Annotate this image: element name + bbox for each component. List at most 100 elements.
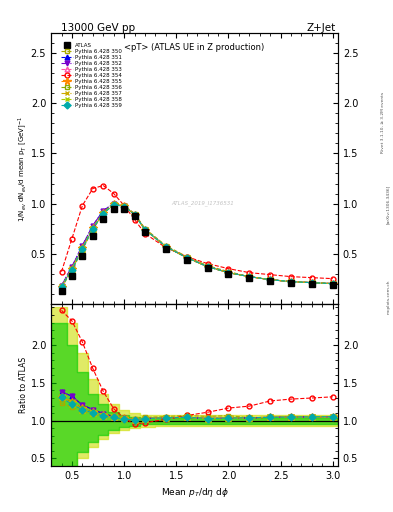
Pythia 6.428 351 [310,280,314,286]
Pythia 6.428 357 [59,284,64,290]
Pythia 6.428 353 [70,266,74,272]
Pythia 6.428 354 [80,202,85,208]
ATLAS [90,232,95,239]
Pythia 6.428 350 [122,202,127,208]
Text: Rivet 3.1.10, ≥ 3.2M events: Rivet 3.1.10, ≥ 3.2M events [381,92,385,154]
Pythia 6.428 354 [132,217,137,223]
Pythia 6.428 352 [331,281,335,287]
Pythia 6.428 350 [101,210,106,217]
Pythia 6.428 355 [101,209,106,216]
Pythia 6.428 354 [143,230,147,237]
Pythia 6.428 350 [80,247,85,253]
Text: ATLAS_2019_I1736531: ATLAS_2019_I1736531 [172,201,235,206]
Line: Pythia 6.428 355: Pythia 6.428 355 [58,200,336,290]
Pythia 6.428 353 [184,254,189,261]
Pythia 6.428 355 [268,276,272,283]
Pythia 6.428 359 [132,211,137,218]
Pythia 6.428 358 [247,273,252,280]
Pythia 6.428 353 [132,211,137,218]
Pythia 6.428 353 [122,202,127,208]
Pythia 6.428 356 [111,201,116,207]
ATLAS [268,278,272,284]
Pythia 6.428 350 [132,210,137,217]
Pythia 6.428 357 [111,201,116,207]
Pythia 6.428 351 [184,254,189,261]
Pythia 6.428 356 [90,224,95,230]
Pythia 6.428 353 [111,201,116,207]
Pythia 6.428 356 [101,209,106,216]
X-axis label: Mean $p_T$/d$\eta$ d$\phi$: Mean $p_T$/d$\eta$ d$\phi$ [161,486,228,499]
Pythia 6.428 351 [80,243,85,249]
Pythia 6.428 350 [90,226,95,232]
Pythia 6.428 354 [163,245,168,251]
ATLAS [289,280,294,286]
Pythia 6.428 356 [289,279,294,285]
Pythia 6.428 352 [205,264,210,270]
Pythia 6.428 351 [59,283,64,289]
Pythia 6.428 355 [310,280,314,286]
Text: <pT> (ATLAS UE in Z production): <pT> (ATLAS UE in Z production) [125,42,264,52]
Pythia 6.428 359 [122,203,127,209]
Pythia 6.428 354 [331,275,335,282]
Pythia 6.428 358 [80,246,85,252]
Pythia 6.428 357 [226,269,231,275]
Pythia 6.428 357 [80,246,85,252]
ATLAS [101,216,106,222]
Pythia 6.428 359 [289,279,294,285]
Pythia 6.428 351 [163,244,168,250]
Pythia 6.428 352 [132,211,137,218]
Pythia 6.428 357 [331,281,335,287]
Pythia 6.428 352 [143,226,147,232]
Pythia 6.428 358 [101,210,106,217]
Pythia 6.428 351 [247,273,252,280]
Pythia 6.428 357 [310,280,314,286]
Pythia 6.428 354 [59,269,64,275]
Pythia 6.428 359 [143,226,147,232]
Pythia 6.428 355 [132,211,137,218]
Pythia 6.428 358 [289,279,294,285]
ATLAS [247,274,252,281]
Pythia 6.428 358 [163,244,168,250]
Pythia 6.428 357 [122,202,127,208]
Pythia 6.428 351 [268,276,272,283]
Pythia 6.428 350 [59,285,64,291]
Line: Pythia 6.428 356: Pythia 6.428 356 [59,201,335,289]
Pythia 6.428 358 [59,284,64,290]
Pythia 6.428 358 [184,254,189,261]
Pythia 6.428 350 [226,269,231,275]
Line: Pythia 6.428 357: Pythia 6.428 357 [59,201,336,290]
Pythia 6.428 354 [226,266,231,272]
Pythia 6.428 358 [331,281,335,287]
Pythia 6.428 352 [80,243,85,249]
Pythia 6.428 354 [122,202,127,208]
Text: Z+Jet: Z+Jet [307,23,336,33]
Pythia 6.428 358 [90,225,95,231]
Pythia 6.428 356 [70,266,74,272]
Pythia 6.428 351 [90,223,95,229]
Pythia 6.428 352 [289,279,294,285]
ATLAS [59,288,64,294]
Pythia 6.428 352 [90,223,95,229]
Pythia 6.428 354 [111,190,116,197]
Pythia 6.428 359 [101,210,106,217]
Pythia 6.428 359 [310,280,314,286]
Pythia 6.428 359 [205,264,210,270]
Pythia 6.428 350 [247,273,252,280]
Pythia 6.428 352 [163,244,168,250]
Pythia 6.428 356 [247,273,252,280]
Pythia 6.428 353 [90,224,95,230]
Pythia 6.428 358 [111,201,116,207]
Pythia 6.428 357 [143,226,147,232]
Text: 13000 GeV pp: 13000 GeV pp [61,23,135,33]
Pythia 6.428 359 [247,273,252,280]
Pythia 6.428 353 [101,209,106,216]
Pythia 6.428 356 [163,244,168,250]
Line: ATLAS: ATLAS [59,206,336,293]
Pythia 6.428 356 [184,254,189,261]
Pythia 6.428 359 [70,267,74,273]
Pythia 6.428 356 [122,202,127,208]
Pythia 6.428 356 [132,211,137,218]
Pythia 6.428 359 [80,246,85,252]
Pythia 6.428 355 [143,226,147,232]
Pythia 6.428 358 [122,203,127,209]
